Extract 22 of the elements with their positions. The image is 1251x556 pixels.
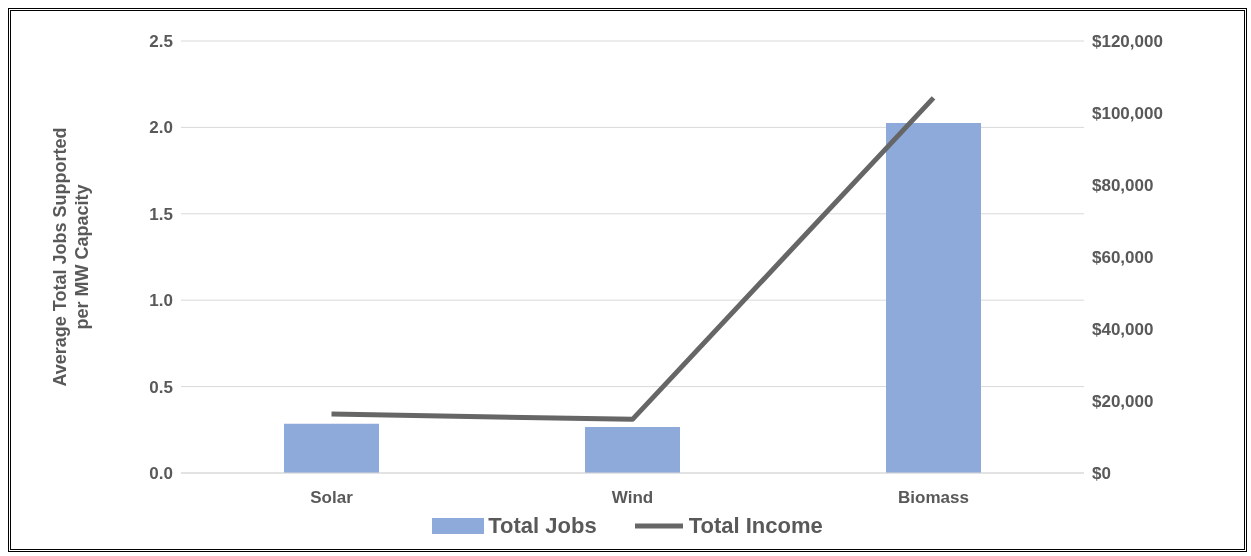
- y2-tick-label: $80,000: [1092, 176, 1154, 196]
- y-tick-label: 2.5: [149, 32, 173, 52]
- bar: [284, 423, 379, 473]
- y-axis-title: Average Total Jobs Supported per MW Capacity: [50, 127, 92, 387]
- y-tick-label: 0.0: [149, 464, 173, 484]
- y2-tick-label: $120,000: [1092, 32, 1163, 52]
- legend-label: Total Income: [687, 513, 823, 539]
- legend-label: Total Jobs: [487, 513, 597, 539]
- bar: [886, 123, 981, 473]
- y-tick-label: 0.5: [149, 377, 173, 397]
- y-tick-label: 2.0: [149, 118, 173, 138]
- x-tick-label: Wind: [611, 488, 654, 508]
- x-tick-label: Solar: [310, 488, 354, 508]
- bar: [585, 427, 680, 473]
- y-tick-label: 1.5: [149, 204, 173, 224]
- y2-tick-label: $60,000: [1092, 248, 1154, 268]
- y2-tick-label: $0: [1092, 464, 1111, 484]
- x-tick-label: Biomass: [898, 488, 969, 508]
- y2-tick-label: $40,000: [1092, 320, 1154, 340]
- y2-tick-label: $20,000: [1092, 392, 1154, 412]
- y-tick-label: 1.0: [149, 291, 173, 311]
- y2-tick-label: $100,000: [1092, 104, 1163, 124]
